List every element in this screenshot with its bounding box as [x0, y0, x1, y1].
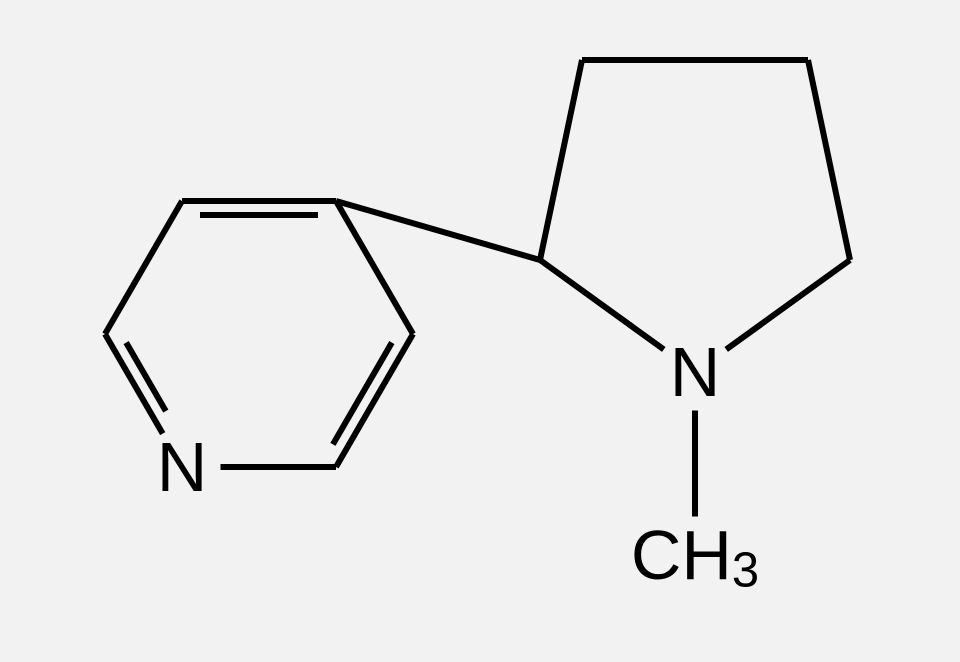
atom-label-rN: N: [670, 333, 721, 411]
atom-label-p6: N: [157, 428, 208, 506]
chemical-structure-canvas: N N CH3: [0, 0, 960, 662]
molecule-svg: N N CH3: [0, 0, 960, 662]
bond-line: [105, 334, 163, 434]
bond-line: [726, 260, 850, 349]
atom-label-me: CH3: [631, 516, 759, 597]
bond-line: [333, 343, 392, 445]
bond-line: [540, 60, 582, 260]
bond-line: [105, 201, 182, 334]
bond-line: [540, 260, 664, 349]
bond-line: [808, 60, 850, 260]
bond-line: [336, 334, 413, 467]
